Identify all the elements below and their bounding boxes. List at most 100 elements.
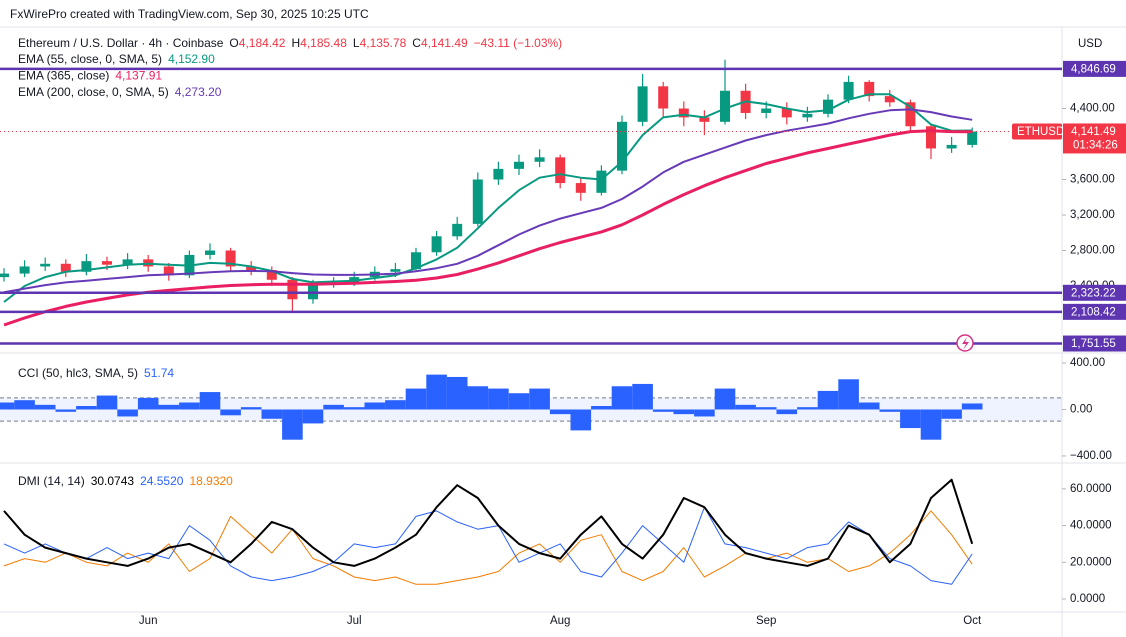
candle-body <box>884 96 895 103</box>
y-tick-label: 3,200.00 <box>1070 209 1115 221</box>
y-tick-label: 40.0000 <box>1070 520 1112 532</box>
cci-bar <box>797 407 818 410</box>
cci-bar <box>776 409 798 415</box>
candle-body <box>658 86 669 109</box>
candle-body <box>823 99 833 114</box>
cci-bar <box>426 374 447 410</box>
legend-value: 4,152.90 <box>168 52 215 66</box>
cci-bar <box>261 409 283 419</box>
legend-name: EMA (55, close, 0, SMA, 5) <box>18 52 162 66</box>
ohlc-value: 4,185.48 <box>300 36 347 50</box>
cci-bar <box>488 388 509 410</box>
candle-body <box>163 266 174 276</box>
candle-body <box>926 126 936 149</box>
candle-body <box>390 269 401 272</box>
legend-value: 30.0743 <box>91 474 135 488</box>
cci-bar <box>508 393 530 410</box>
legend-value: 18.9320 <box>189 474 233 488</box>
cci-bar <box>199 392 221 410</box>
candle-body <box>266 270 277 280</box>
candle-body <box>225 250 236 267</box>
cci-bar <box>941 409 962 419</box>
candle-body <box>205 250 215 255</box>
cci-bar <box>735 404 756 410</box>
cci-bar <box>96 395 118 410</box>
cci-bar <box>0 402 15 410</box>
cci-bar <box>673 409 695 415</box>
cci-bar <box>549 409 571 415</box>
cci-bar <box>632 383 653 410</box>
y-tick-label: 400.00 <box>1070 357 1105 369</box>
legend: EMA (55, close, 0, SMA, 5) 4,152.90 <box>18 52 215 66</box>
cci-bar <box>34 404 56 410</box>
cci-bar <box>385 400 406 410</box>
y-tick-label: 3,600.00 <box>1070 174 1115 186</box>
candle-body <box>843 81 854 100</box>
ohlc-key: C <box>412 36 421 50</box>
candle-body <box>246 266 257 271</box>
cci-bar <box>611 386 633 410</box>
level-label: 2,323.22 <box>1071 287 1116 299</box>
credit: FxWirePro created with TradingView.com, … <box>10 7 369 21</box>
x-tick-label: Sep <box>756 615 776 627</box>
cci-bar <box>961 403 983 410</box>
ema-line <box>3 129 973 327</box>
legend: EMA (200, close, 0, SMA, 5) 4,273.20 <box>18 85 222 99</box>
candle-body <box>102 261 112 265</box>
legend: Ethereum / U.S. Dollar · 4h · Coinbase O 4… <box>18 36 562 50</box>
ohlc-key: O <box>229 36 238 50</box>
ema-line <box>3 108 973 294</box>
cci-bar <box>652 409 674 412</box>
y-tick-label: 0.00 <box>1070 404 1092 416</box>
y-tick-label: 2,800.00 <box>1070 245 1115 257</box>
symbol-label: ETHUSD <box>1017 126 1064 138</box>
candle-body <box>472 179 483 224</box>
cci-bar <box>858 402 880 410</box>
cci-bar <box>755 407 777 410</box>
cci-bar <box>900 409 921 429</box>
change: −43.11 (−1.03%) <box>474 36 563 50</box>
legend-value: 4,273.20 <box>175 85 222 99</box>
level-label-box <box>1063 335 1126 352</box>
cci-bar <box>591 406 612 410</box>
last-price-label: 4,141.49 <box>1071 126 1116 138</box>
legend-name: EMA (365, close) <box>18 69 109 83</box>
legend-value: 24.5520 <box>140 474 184 488</box>
legend: CCI (50, hlc3, SMA, 5) 51.74 <box>18 366 174 380</box>
ohlc-value: 4,141.49 <box>421 36 468 50</box>
legend: DMI (14, 14) 30.0743 24.5520 18.9320 <box>18 474 233 488</box>
legend-name: EMA (200, close, 0, SMA, 5) <box>18 85 169 99</box>
cci-bar <box>220 409 241 416</box>
candle-body <box>967 131 978 145</box>
cci-bar <box>158 404 180 410</box>
candle-body <box>60 263 71 272</box>
ohlc-value: 4,135.78 <box>360 36 407 50</box>
candle-body <box>905 102 916 127</box>
candle-body <box>802 113 813 118</box>
candle-body <box>864 81 875 97</box>
cci-bar <box>240 407 262 410</box>
x-tick-label: Aug <box>550 615 570 627</box>
candle-body <box>534 157 545 162</box>
cci-bar <box>405 388 427 410</box>
cci-bar <box>364 402 386 410</box>
y-tick-label: −400.00 <box>1070 450 1112 462</box>
countdown: 01:34:26 <box>1073 139 1118 151</box>
dmi-line <box>3 510 973 585</box>
cci-bar <box>920 409 942 440</box>
candle-body <box>575 183 586 193</box>
cci-bar <box>323 404 344 410</box>
level-label-box <box>1063 303 1126 320</box>
candle-body <box>781 108 792 118</box>
legend-title: Ethereum / U.S. Dollar · 4h · Coinbase <box>18 36 224 50</box>
candle-body <box>452 223 463 237</box>
level-label-box <box>1063 60 1126 77</box>
candle-body <box>514 161 524 169</box>
legend-value: 4,137.91 <box>115 69 162 83</box>
dmi-line <box>3 506 973 585</box>
y-tick-label: 20.0000 <box>1070 556 1112 568</box>
plot-layer: 2,400.002,800.003,200.003,600.004,400.00… <box>0 36 1126 627</box>
